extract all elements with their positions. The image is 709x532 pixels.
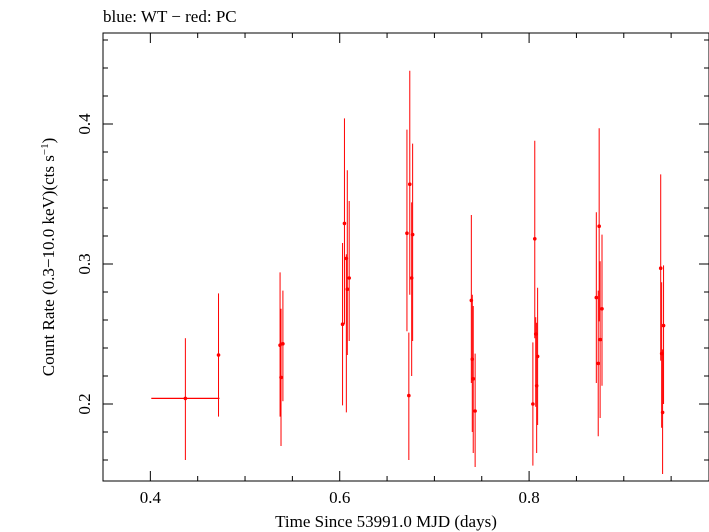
point-marker xyxy=(531,402,535,406)
point-marker xyxy=(405,231,409,235)
x-axis-label: Time Since 53991.0 MJD (days) xyxy=(275,512,497,531)
y-axis-label-main: Count Rate (0.3−10.0 keV)(cts s xyxy=(39,155,58,376)
data-point xyxy=(473,353,477,467)
point-marker xyxy=(658,266,663,271)
data-point xyxy=(279,308,283,446)
point-marker xyxy=(661,323,666,328)
point-marker xyxy=(407,182,412,186)
data-point xyxy=(600,234,604,386)
point-marker xyxy=(598,337,602,342)
data-point xyxy=(532,140,537,339)
data-point xyxy=(531,342,535,466)
plot-frame xyxy=(102,32,709,482)
point-marker xyxy=(535,354,540,359)
data-point xyxy=(407,70,412,295)
point-marker xyxy=(347,276,351,280)
point-marker xyxy=(473,409,477,413)
y-tick-labels: 0.2 0.3 0.4 xyxy=(75,113,94,415)
data-point xyxy=(342,118,347,325)
x-tick-labels: 0.4 0.6 0.8 xyxy=(140,488,540,507)
point-marker xyxy=(532,237,537,241)
point-marker xyxy=(594,295,599,300)
axis-ticks xyxy=(102,33,709,481)
data-point xyxy=(410,143,415,341)
data-point xyxy=(151,338,220,460)
data-point xyxy=(340,243,345,406)
chart-title: blue: WT − red: PC xyxy=(103,7,237,26)
y-axis-label: Count Rate (0.3−10.0 keV)(cts s−1) xyxy=(39,138,58,377)
point-marker xyxy=(660,410,665,415)
data-point xyxy=(281,290,285,402)
y-tick-label: 0.2 xyxy=(75,393,94,414)
point-marker xyxy=(216,353,221,357)
y-tick-label: 0.3 xyxy=(75,253,94,274)
data-point xyxy=(407,332,411,460)
data-point xyxy=(660,349,665,474)
data-point xyxy=(594,212,599,383)
data-point xyxy=(596,290,601,437)
data-point xyxy=(345,170,350,355)
point-marker xyxy=(345,287,350,292)
y-axis-label-close: ) xyxy=(39,138,58,144)
point-marker xyxy=(342,221,347,226)
data-point xyxy=(598,261,602,418)
data-point xyxy=(535,287,540,425)
data-point xyxy=(658,174,663,361)
data-point xyxy=(405,129,409,332)
point-marker xyxy=(340,322,345,327)
data-point xyxy=(597,128,601,322)
x-tick-label: 0.6 xyxy=(329,488,350,507)
point-marker xyxy=(600,307,604,311)
point-marker xyxy=(597,224,601,228)
point-marker xyxy=(471,377,476,381)
y-tick-label: 0.4 xyxy=(75,113,94,135)
data-points xyxy=(151,70,666,474)
point-marker xyxy=(410,232,415,237)
point-marker xyxy=(596,361,601,366)
y-axis-label-superscript: −1 xyxy=(39,143,51,155)
point-marker xyxy=(407,393,411,398)
data-point xyxy=(347,201,351,341)
point-marker xyxy=(183,396,188,401)
data-point xyxy=(661,265,666,404)
data-point xyxy=(471,306,476,453)
x-tick-label: 0.4 xyxy=(140,488,162,507)
x-tick-label: 0.8 xyxy=(518,488,539,507)
data-point xyxy=(216,293,221,417)
point-marker xyxy=(279,375,283,380)
point-marker xyxy=(281,342,285,346)
